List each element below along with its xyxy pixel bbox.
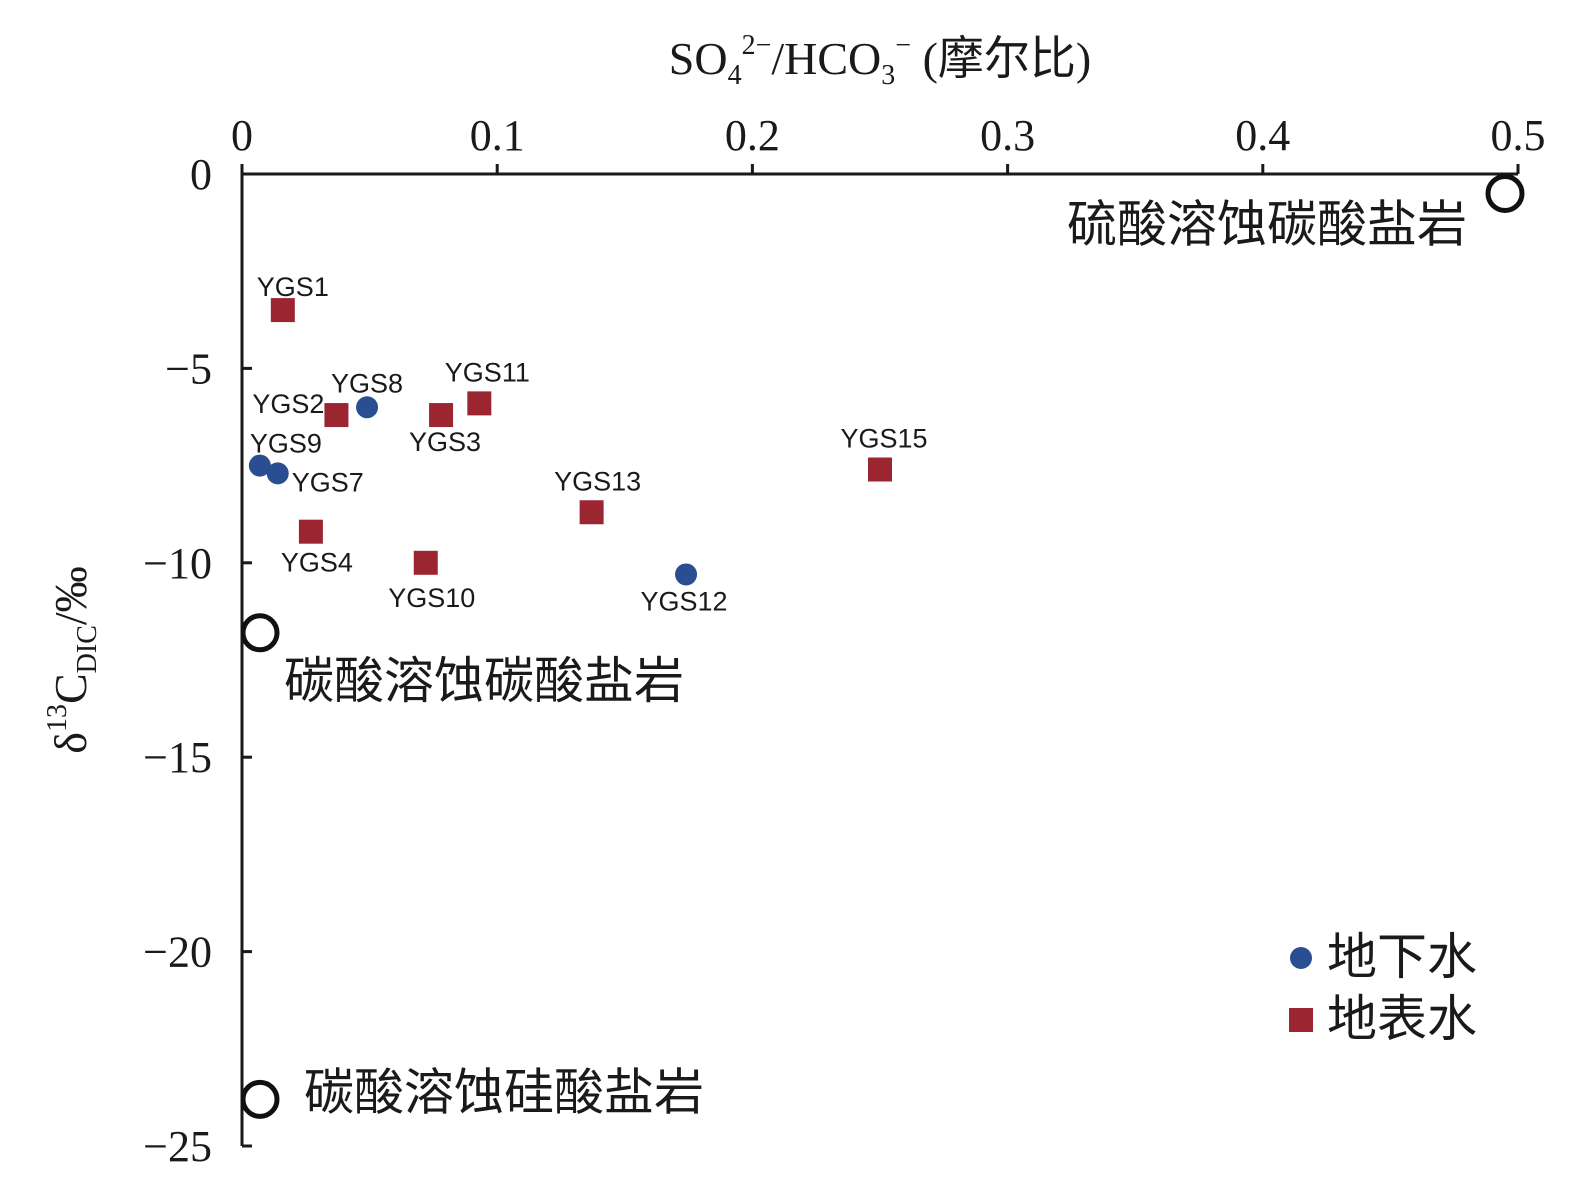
point-label-ygs12: YGS12: [641, 586, 728, 616]
point-ygs8: [356, 396, 379, 419]
y-axis-title: δ13CDIC/‰: [42, 566, 103, 753]
point-ygs9: [248, 454, 271, 477]
legend-surfacewater-marker: [1289, 1008, 1313, 1032]
point-ygs15: [868, 457, 892, 482]
point-label-ygs9: YGS9: [250, 429, 322, 459]
point-ygs10: [413, 550, 438, 575]
end-member-label-1: 碳酸溶蚀碳酸盐岩: [284, 653, 684, 709]
point-label-ygs1: YGS1: [257, 272, 329, 302]
point-label-ygs10: YGS10: [388, 583, 475, 613]
end-member-marker-2: [240, 1079, 280, 1119]
point-ygs2: [324, 403, 349, 428]
data-points: YGS8 YGS9 YGS7 YGS12 YGS1 YGS2 YGS3 YGS11 YGS15 Y…: [248, 272, 928, 616]
point-label-ygs2: YGS2: [252, 389, 324, 419]
point-label-ygs8: YGS8: [331, 368, 403, 398]
point-ygs3: [429, 403, 454, 428]
point-label-ygs3: YGS3: [409, 427, 481, 457]
y-tick-label-3: −15: [143, 733, 212, 782]
legend-groundwater-label: 地下水: [1327, 929, 1477, 985]
y-tick-label-5: −25: [143, 1122, 212, 1171]
x-tick-label-0: 0: [231, 111, 253, 160]
x-tick-label-5: 0.5: [1491, 111, 1546, 160]
end-member-label-0: 硫酸溶蚀碳酸盐岩: [1067, 196, 1467, 252]
end-member-label-2: 碳酸溶蚀硅酸盐岩: [304, 1064, 704, 1120]
x-tick-label-4: 0.4: [1235, 111, 1290, 160]
point-label-ygs11: YGS11: [445, 357, 530, 387]
point-ygs11: [467, 391, 492, 416]
x-axis-title: SO42−/HCO3− (摩尔比): [669, 30, 1091, 91]
y-ticks: 0 −5 −10 −15 −20 −25: [143, 150, 252, 1171]
x-tick-label-1: 0.1: [470, 111, 525, 160]
y-tick-label-1: −5: [165, 344, 212, 393]
end-member-marker-1: [240, 613, 280, 653]
legend-groundwater-marker: [1290, 947, 1312, 969]
point-ygs13: [579, 500, 604, 525]
x-tick-label-2: 0.2: [725, 111, 780, 160]
point-label-ygs15: YGS15: [840, 423, 927, 453]
point-label-ygs13: YGS13: [554, 466, 641, 496]
point-ygs12: [675, 563, 698, 586]
y-tick-label-0: 0: [190, 150, 212, 199]
point-label-ygs7: YGS7: [292, 467, 364, 497]
y-tick-label-4: −20: [143, 928, 212, 977]
end-member-marker-0: [1485, 173, 1525, 213]
y-tick-label-2: −10: [143, 539, 212, 588]
x-ticks: 0 0.1 0.2 0.3 0.4 0.5: [231, 111, 1546, 174]
x-tick-label-3: 0.3: [980, 111, 1035, 160]
point-ygs4: [298, 519, 323, 544]
point-ygs7: [266, 462, 289, 485]
point-ygs1: [270, 298, 295, 323]
legend-surfacewater-label: 地表水: [1327, 991, 1477, 1047]
legend: 地下水 地表水: [1289, 929, 1477, 1047]
point-label-ygs4: YGS4: [281, 548, 353, 578]
